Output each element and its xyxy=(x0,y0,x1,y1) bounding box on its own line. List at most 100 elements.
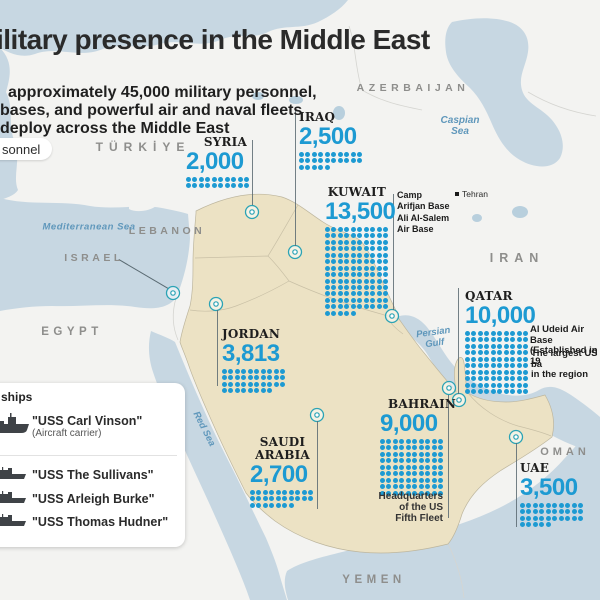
personnel-dot xyxy=(357,297,363,303)
personnel-dot xyxy=(490,356,496,362)
personnel-dot xyxy=(376,297,382,303)
personnel-dot xyxy=(477,356,483,362)
personnel-dot xyxy=(311,158,317,164)
personnel-dot xyxy=(299,158,304,164)
subtitle-line-1: approximately 45,000 military personnel, xyxy=(8,84,317,101)
personnel-dot xyxy=(350,252,356,258)
personnel-dot xyxy=(357,304,363,310)
personnel-dot xyxy=(497,350,503,356)
personnel-dot xyxy=(337,310,343,316)
personnel-dot xyxy=(516,363,522,369)
personnel-dot xyxy=(247,381,253,387)
personnel-dot xyxy=(382,252,388,258)
personnel-dot xyxy=(363,278,369,284)
page-title: ilitary presence in the Middle East xyxy=(0,24,430,55)
personnel-dot xyxy=(399,439,405,444)
personnel-dot xyxy=(431,471,437,477)
personnel-dot xyxy=(465,331,470,336)
personnel-dot xyxy=(234,375,240,381)
personnel-dot xyxy=(324,158,330,164)
personnel-dot xyxy=(325,272,330,278)
personnel-dot xyxy=(484,363,490,369)
personnel-dot xyxy=(344,233,350,239)
personnel-dot xyxy=(484,356,490,362)
personnel-dot xyxy=(331,158,337,164)
personnel-dot xyxy=(399,490,405,496)
personnel-dot xyxy=(357,278,363,284)
personnel-dot xyxy=(412,451,418,457)
personnel-dot xyxy=(318,152,324,157)
personnel-dot xyxy=(437,445,443,451)
personnel-dot xyxy=(520,522,525,528)
personnel-dot xyxy=(522,382,528,388)
personnel-dot xyxy=(256,490,262,495)
personnel-dot xyxy=(357,252,363,258)
lake xyxy=(472,214,482,222)
personnel-dot xyxy=(545,509,551,515)
personnel-dot xyxy=(275,496,281,502)
personnel-dot xyxy=(337,252,343,258)
personnel-dot xyxy=(382,239,388,245)
personnel-dot xyxy=(344,239,350,245)
subtitle-line-3: deploy across the Middle East xyxy=(0,120,230,137)
ship-name: "USS The Sullivans" xyxy=(32,468,154,482)
personnel-dot xyxy=(471,356,477,362)
personnel-dot xyxy=(490,343,496,349)
personnel-dot xyxy=(282,490,288,495)
personnel-dot xyxy=(305,164,311,170)
personnel-dot xyxy=(370,291,376,297)
personnel-dot xyxy=(532,503,538,508)
highlighted-countries xyxy=(179,193,554,554)
personnel-dot xyxy=(325,278,330,284)
note-kuwait-ali-al-salem: Ali Al-Salem Air Base xyxy=(397,213,450,234)
personnel-dot xyxy=(363,284,369,290)
personnel-count: 9,000 xyxy=(380,410,438,437)
personnel-dot xyxy=(382,265,388,271)
personnel-dot xyxy=(376,304,382,310)
personnel-dot xyxy=(392,451,398,457)
personnel-dot xyxy=(571,503,577,508)
personnel-dot xyxy=(222,369,227,374)
personnel-dot xyxy=(510,350,516,356)
personnel-dot xyxy=(337,278,343,284)
personnel-dot xyxy=(331,246,337,252)
personnel-dot xyxy=(526,515,532,521)
personnel-dot xyxy=(331,239,337,245)
subtitle-line-2: bases, and powerful air and naval fleets xyxy=(0,102,303,119)
personnel-dot xyxy=(325,297,330,303)
personnel-dot xyxy=(380,439,385,444)
personnel-dot xyxy=(357,233,363,239)
personnel-dot xyxy=(331,304,337,310)
personnel-dot xyxy=(376,259,382,265)
personnel-dot xyxy=(325,265,330,271)
personnel-dot xyxy=(363,246,369,252)
personnel-dot xyxy=(228,375,234,381)
personnel-dot xyxy=(465,350,470,356)
personnel-dot xyxy=(503,337,509,343)
personnel-dot xyxy=(288,490,294,495)
personnel-dot xyxy=(228,381,234,387)
personnel-dot xyxy=(522,356,528,362)
personnel-dot xyxy=(267,381,273,387)
personnel-dot xyxy=(418,439,424,444)
label-iran: IRAN xyxy=(489,251,545,265)
personnel-dot xyxy=(331,259,337,265)
personnel-dot xyxy=(224,177,230,182)
personnel-dot xyxy=(516,337,522,343)
personnel-dots xyxy=(222,369,287,395)
personnel-dot xyxy=(318,158,324,164)
personnel-dot xyxy=(331,265,337,271)
personnel-dot xyxy=(254,381,260,387)
personnel-dot xyxy=(307,496,313,502)
personnel-dot xyxy=(399,484,405,490)
personnel-dot xyxy=(558,509,564,515)
personnel-dot xyxy=(477,343,483,349)
personnel-dot xyxy=(192,177,198,182)
personnel-dot xyxy=(382,304,388,310)
country-borders xyxy=(172,25,597,599)
personnel-dot xyxy=(250,502,255,508)
personnel-dot xyxy=(350,246,356,252)
personnel-dot xyxy=(532,515,538,521)
personnel-dot xyxy=(331,310,337,316)
ship-name: "USS Thomas Hudner" xyxy=(32,515,169,529)
